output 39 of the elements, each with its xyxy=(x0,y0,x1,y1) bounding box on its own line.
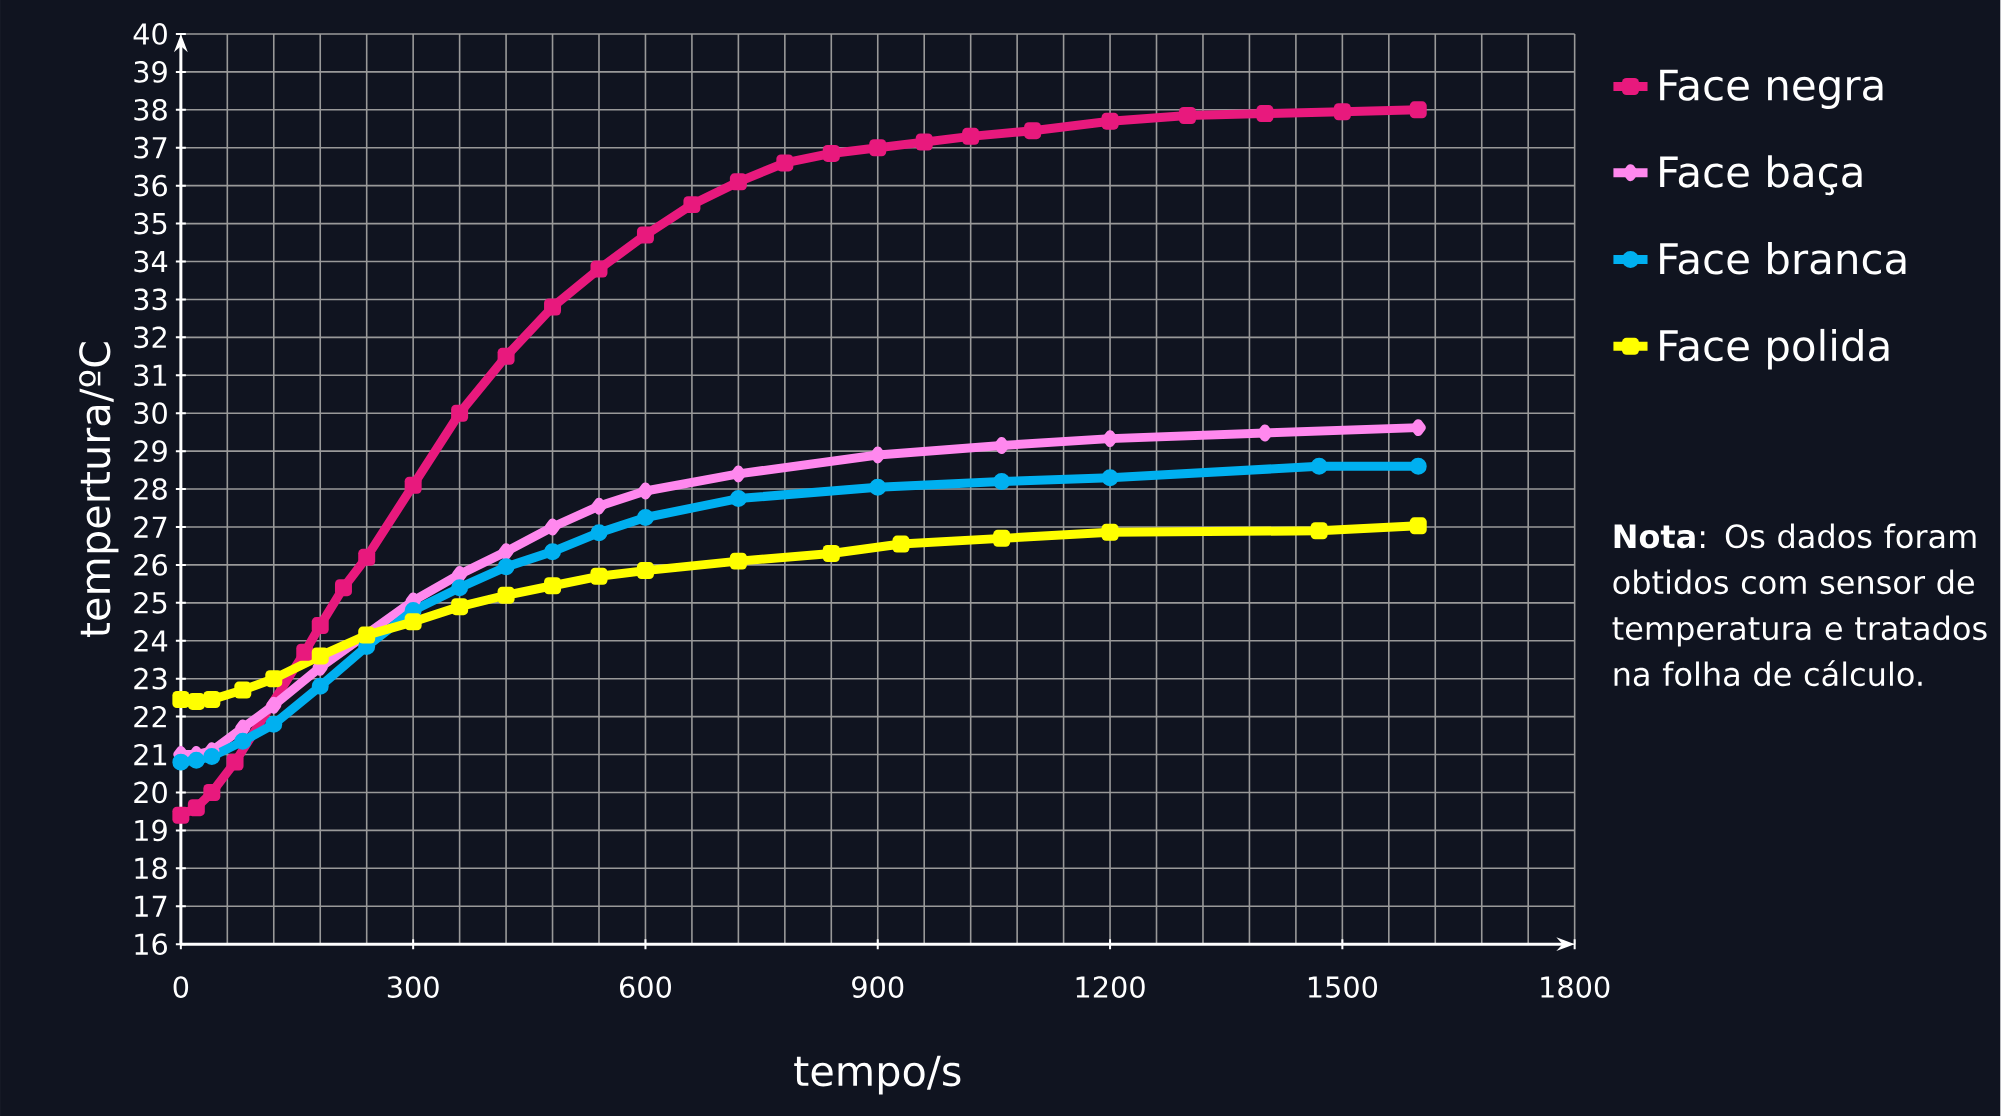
x-tick-label: 1200 xyxy=(1076,976,1145,998)
legend-label: Face branca xyxy=(1660,242,1906,275)
x-axis-title: tempo/s xyxy=(794,1055,961,1095)
y-tick-label: 16 xyxy=(135,933,167,956)
text: Nota: Os dados foram obtidos com sensor de temperatura e tratados na folha de cálculo. xyxy=(1612,523,1987,687)
legend-label: Face negra xyxy=(1660,69,1883,109)
y-tick-label: 35 xyxy=(134,212,167,235)
y-tick-label: 40 xyxy=(133,23,167,45)
y-tick-label: 39 xyxy=(134,61,167,83)
y-tick-label: 37 xyxy=(134,136,167,159)
y-tick-label: 33 xyxy=(134,288,167,311)
y-tick-label: 20 xyxy=(134,781,167,804)
y-tick-label: 18 xyxy=(135,857,167,880)
y-tick-label: 29 xyxy=(134,440,167,463)
x-tick-label: 1500 xyxy=(1308,976,1378,998)
y-tick-label: 25 xyxy=(134,591,167,614)
y-tick-label: 31 xyxy=(134,364,167,387)
y-tick-label: 32 xyxy=(134,326,166,349)
y-tick-label: 30 xyxy=(134,402,167,425)
y-tick-label: 21 xyxy=(134,743,167,766)
y-tick-label: 27 xyxy=(134,516,167,538)
y-tick-label: 17 xyxy=(135,895,167,917)
y-tick-label: 36 xyxy=(134,174,167,197)
y-tick-label: 24 xyxy=(134,630,168,652)
x-tick-label: 900 xyxy=(852,976,904,998)
x-tick-label: 1800 xyxy=(1541,976,1610,998)
y-tick-label: 19 xyxy=(135,819,167,842)
y-axis-title: tempertura/ºC xyxy=(79,342,119,638)
y-tick-label: 38 xyxy=(134,98,167,121)
x-tick-label: 600 xyxy=(620,976,671,998)
legend-label: Face polida xyxy=(1660,328,1889,370)
y-tick-label: 34 xyxy=(134,250,168,273)
y-tick-label: 23 xyxy=(134,667,167,690)
x-tick-label: 0 xyxy=(173,976,189,998)
legend-label: Face baça xyxy=(1660,155,1862,196)
y-tick-label: 28 xyxy=(134,478,167,500)
x-tick-label: 300 xyxy=(387,976,439,998)
y-tick-label: 26 xyxy=(134,554,167,576)
y-tick-label: 22 xyxy=(134,705,166,728)
